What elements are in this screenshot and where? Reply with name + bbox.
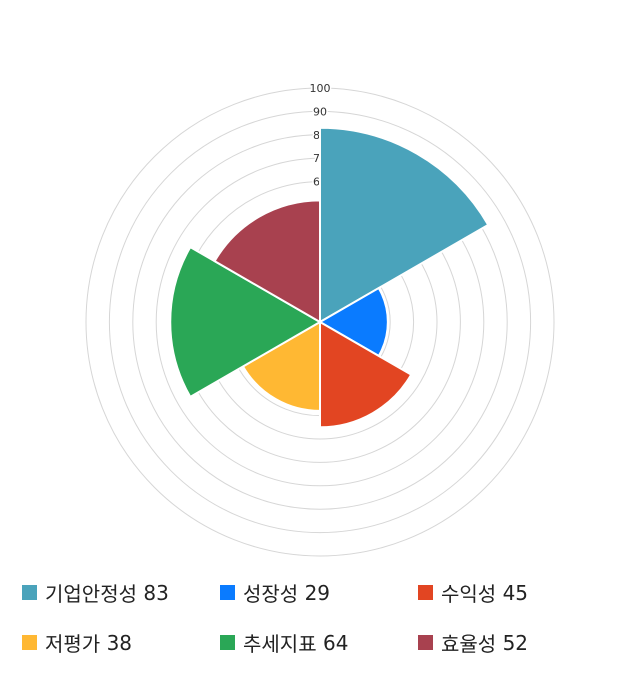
legend-value: 29 — [304, 580, 331, 605]
legend-swatch — [220, 635, 235, 650]
legend-swatch — [220, 585, 235, 600]
r-tick-label: 100 — [310, 82, 331, 95]
legend-item[interactable]: 성장성 29 — [220, 578, 330, 607]
wedge-저평가[interactable] — [241, 320, 321, 412]
legend-swatch — [418, 635, 433, 650]
r-tick-label: 90 — [313, 105, 327, 118]
legend-value: 45 — [502, 580, 529, 605]
legend-label: 수익성 — [441, 582, 497, 606]
grid-circle — [85, 87, 555, 557]
legend-value: 52 — [502, 630, 529, 655]
wedge-수익성[interactable] — [319, 320, 413, 429]
legend-item[interactable]: 수익성 45 — [418, 578, 528, 607]
legend-swatch — [22, 585, 37, 600]
legend-label: 효율성 — [441, 632, 497, 656]
legend-value: 38 — [106, 630, 133, 655]
wedge-추세지표[interactable] — [169, 245, 323, 399]
legend-item[interactable]: 효율성 52 — [418, 628, 528, 657]
grid-circle — [108, 110, 532, 534]
legend-swatch — [418, 585, 433, 600]
legend-item[interactable]: 추세지표 64 — [220, 628, 348, 657]
polar-area-chart: 102030405060708090100 — [85, 81, 555, 557]
wedge-성장성[interactable] — [318, 286, 389, 358]
legend-label: 저평가 — [45, 632, 101, 656]
wedge-효율성[interactable] — [213, 199, 321, 324]
legend-value: 83 — [143, 580, 169, 605]
legend-label: 기업안정성 — [45, 582, 137, 606]
legend-item[interactable]: 저평가 38 — [22, 628, 132, 657]
wedge-기업안정성[interactable] — [319, 126, 490, 324]
legend-swatch — [22, 635, 37, 650]
legend-label: 추세지표 — [243, 632, 317, 656]
legend-item[interactable]: 기업안정성 83 — [22, 578, 169, 607]
legend-label: 성장성 — [243, 582, 299, 606]
legend-value: 64 — [322, 630, 349, 655]
